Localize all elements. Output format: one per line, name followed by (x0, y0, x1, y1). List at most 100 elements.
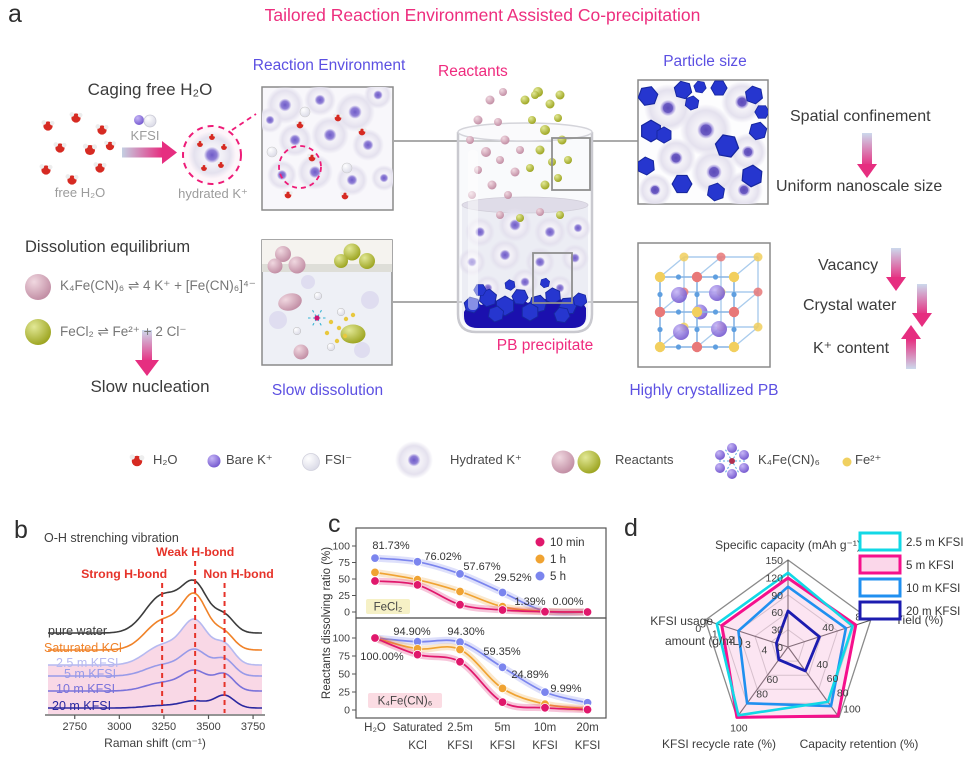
svg-text:Strong H-bond: Strong H-bond (81, 567, 167, 581)
k-content-arrow-icon (901, 325, 921, 369)
svg-text:Reactants dissolving ratio (%): Reactants dissolving ratio (%) (321, 547, 333, 699)
svg-text:KCl: KCl (408, 740, 427, 752)
svg-text:60: 60 (766, 674, 778, 686)
slow-nucleation-arrow-icon (135, 330, 159, 376)
svg-text:10 m KFSI: 10 m KFSI (906, 583, 960, 595)
crystal-structure-image (637, 242, 771, 368)
svg-text:25: 25 (338, 687, 350, 699)
svg-text:100: 100 (332, 541, 350, 553)
svg-text:KFSI: KFSI (490, 740, 516, 752)
svg-text:10m: 10m (534, 722, 556, 734)
water-molecule-icon (129, 454, 145, 467)
svg-text:3250: 3250 (152, 721, 176, 733)
svg-text:24.89%: 24.89% (511, 669, 549, 681)
crystal-water-label: Crystal water (803, 297, 897, 314)
svg-text:1: 1 (712, 628, 718, 640)
spatial-confinement-label: Spatial confinement (790, 108, 931, 125)
crystal-water-arrow-icon (912, 284, 932, 327)
svg-text:40: 40 (816, 659, 828, 671)
legend-label-fsi: FSI⁻ (325, 452, 353, 467)
equation-1: K₄Fe(CN)₆ ⇌ 4 K⁺ + [Fe(CN)₆]⁴⁻ (60, 278, 256, 293)
svg-text:2750: 2750 (63, 721, 87, 733)
zoom-box-upper (551, 137, 591, 191)
svg-text:29.52%: 29.52% (494, 572, 532, 584)
svg-text:5 m KFSI: 5 m KFSI (64, 667, 116, 681)
panel-c-letter: c (328, 510, 341, 538)
svg-text:3: 3 (745, 639, 751, 651)
svg-text:FeCl₂: FeCl₂ (374, 602, 403, 614)
falling-green-reactants (516, 87, 572, 222)
svg-text:120: 120 (765, 572, 783, 584)
svg-text:3500: 3500 (196, 721, 220, 733)
svg-text:1.39%: 1.39% (514, 596, 545, 608)
vacancy-arrow-icon (886, 248, 906, 291)
svg-text:59.35%: 59.35% (483, 646, 521, 658)
svg-text:40: 40 (822, 622, 834, 634)
hydrated-k-icon (395, 441, 433, 479)
legend-icons (129, 441, 852, 479)
vacancy-label: Vacancy (818, 257, 879, 274)
fe2-icon (842, 457, 852, 467)
slow-nucleation-label: Slow nucleation (90, 377, 210, 396)
uniform-nanoscale-label: Uniform nanoscale size (776, 178, 943, 195)
legend-label-fe2: Fe²⁺ (855, 452, 882, 467)
svg-text:75: 75 (338, 557, 350, 569)
svg-text:0: 0 (695, 623, 701, 635)
equation-2: FeCl₂ ⇌ Fe²⁺ + 2 Cl⁻ (60, 324, 187, 339)
raman-spectra-chart: O-H strenching vibration pure water Satura… (44, 531, 274, 750)
svg-text:3750: 3750 (241, 721, 265, 733)
gradient-arrows (135, 133, 932, 376)
svg-text:30: 30 (771, 625, 783, 637)
reaction-environment-label: Reaction Environment (252, 57, 406, 74)
svg-text:25: 25 (338, 590, 350, 602)
svg-text:150: 150 (765, 555, 783, 567)
svg-text:10 min: 10 min (550, 537, 585, 549)
svg-text:20 m KFSI: 20 m KFSI (906, 606, 960, 618)
svg-text:4: 4 (762, 645, 768, 657)
svg-text:57.67%: 57.67% (463, 561, 501, 573)
svg-text:2.5m: 2.5m (447, 722, 473, 734)
svg-text:0: 0 (344, 705, 350, 717)
svg-text:KFSI: KFSI (447, 740, 473, 752)
legend-label-reactants: Reactants (615, 452, 674, 467)
k4fecn6-icon (715, 443, 749, 479)
legend-label-hydrated-k: Hydrated K⁺ (450, 452, 522, 467)
svg-text:Specific capacity (mAh g⁻¹): Specific capacity (mAh g⁻¹) (715, 538, 861, 552)
svg-text:pure water: pure water (48, 624, 107, 638)
hydrated-k-icon (182, 113, 257, 185)
svg-text:75: 75 (338, 651, 350, 663)
svg-text:50: 50 (338, 669, 350, 681)
svg-text:5 m KFSI: 5 m KFSI (906, 560, 954, 572)
legend-label-bare-k: Bare K⁺ (226, 452, 273, 467)
reactants-label: Reactants (438, 63, 508, 80)
svg-text:60: 60 (771, 607, 783, 619)
svg-text:100: 100 (843, 703, 861, 715)
k4fecn6-sphere-icon (25, 274, 51, 300)
svg-text:H₂O: H₂O (364, 722, 386, 734)
free-water-label: free H₂O (54, 185, 106, 200)
svg-text:KFSI: KFSI (532, 740, 558, 752)
svg-text:Capacity retention (%): Capacity retention (%) (800, 737, 919, 751)
bare-k-icon (207, 454, 221, 468)
radar-chart: 03060901201504080406080100608010001234Sp… (650, 531, 964, 751)
slow-dissolution-image (261, 239, 393, 366)
slow-dissolution-label: Slow dissolution (271, 382, 384, 399)
svg-text:60: 60 (827, 673, 839, 685)
svg-text:Yield (%): Yield (%) (895, 613, 943, 627)
caging-heading: Caging free H₂O (87, 80, 213, 99)
pb-precipitate-label: PB precipitate (496, 337, 594, 354)
svg-text:20m: 20m (576, 722, 598, 734)
svg-text:76.02%: 76.02% (424, 551, 462, 563)
falling-pink-reactants (466, 88, 544, 219)
particle-size-label: Particle size (663, 53, 747, 70)
reaction-environment-image (261, 86, 394, 211)
svg-text:0: 0 (344, 607, 350, 619)
kfsi-arrow-icon (122, 114, 177, 164)
hydrated-k-label: hydrated K⁺ (178, 186, 248, 201)
k-content-label: K⁺ content (813, 340, 890, 357)
svg-text:amount (g/mL): amount (g/mL) (665, 634, 743, 648)
svg-text:100: 100 (332, 633, 350, 645)
svg-text:90: 90 (771, 590, 783, 602)
